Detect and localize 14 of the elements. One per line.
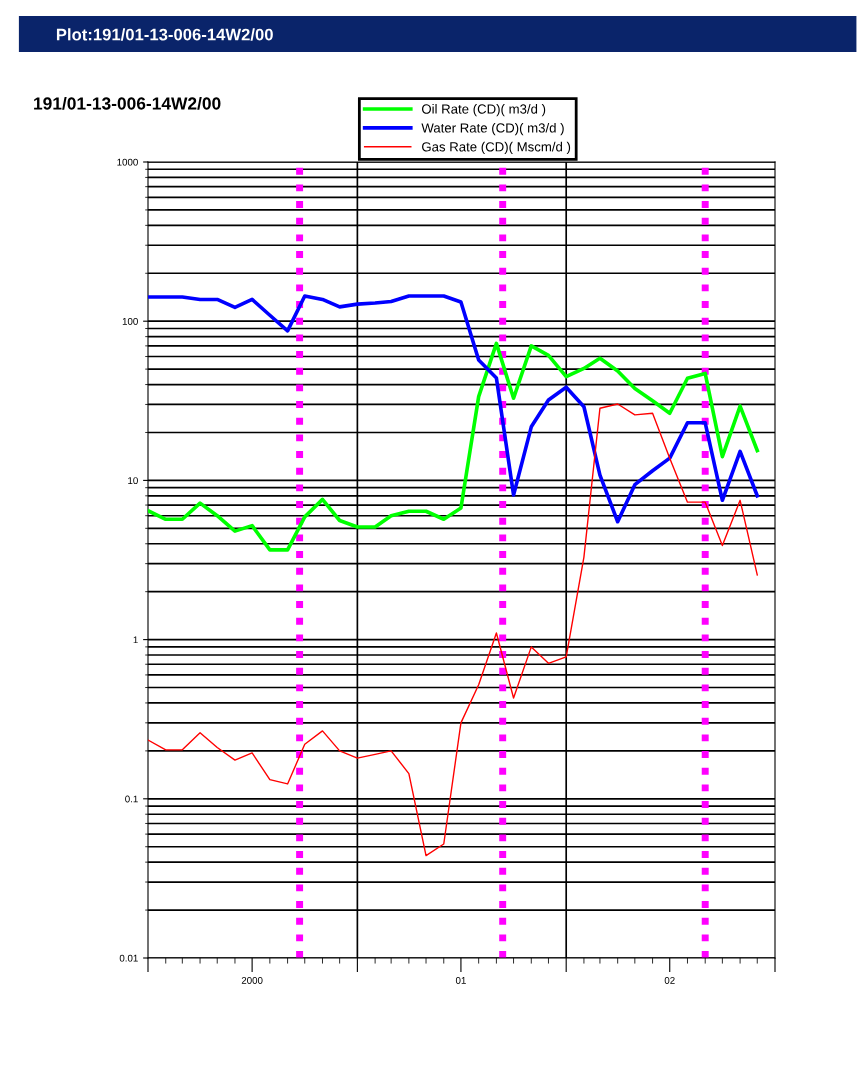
y-tick-label: 1 — [133, 636, 138, 644]
y-tick-label: 0.01 — [119, 954, 138, 962]
legend-label: Water Rate (CD)( m3/d ) — [421, 122, 564, 136]
text: Plot:191/01-13-006-14W2/00 — [56, 28, 273, 41]
y-tick-label: 0.1 — [125, 795, 138, 803]
y-tick-label: 1000 — [117, 158, 138, 166]
x-tick-label: 02 — [664, 977, 675, 984]
x-tick-label: 01 — [455, 977, 466, 984]
legend-label: Oil Rate (CD)( m3/d ) — [421, 104, 546, 117]
y-tick-label: 10 — [128, 477, 138, 485]
y-tick-label: 100 — [122, 317, 138, 325]
x-tick-label: 2000 — [241, 977, 263, 984]
chart-title: 191/01-13-006-14W2/00 — [34, 96, 221, 110]
legend-label: Gas Rate (CD)( Mscm/d ) — [422, 141, 571, 155]
